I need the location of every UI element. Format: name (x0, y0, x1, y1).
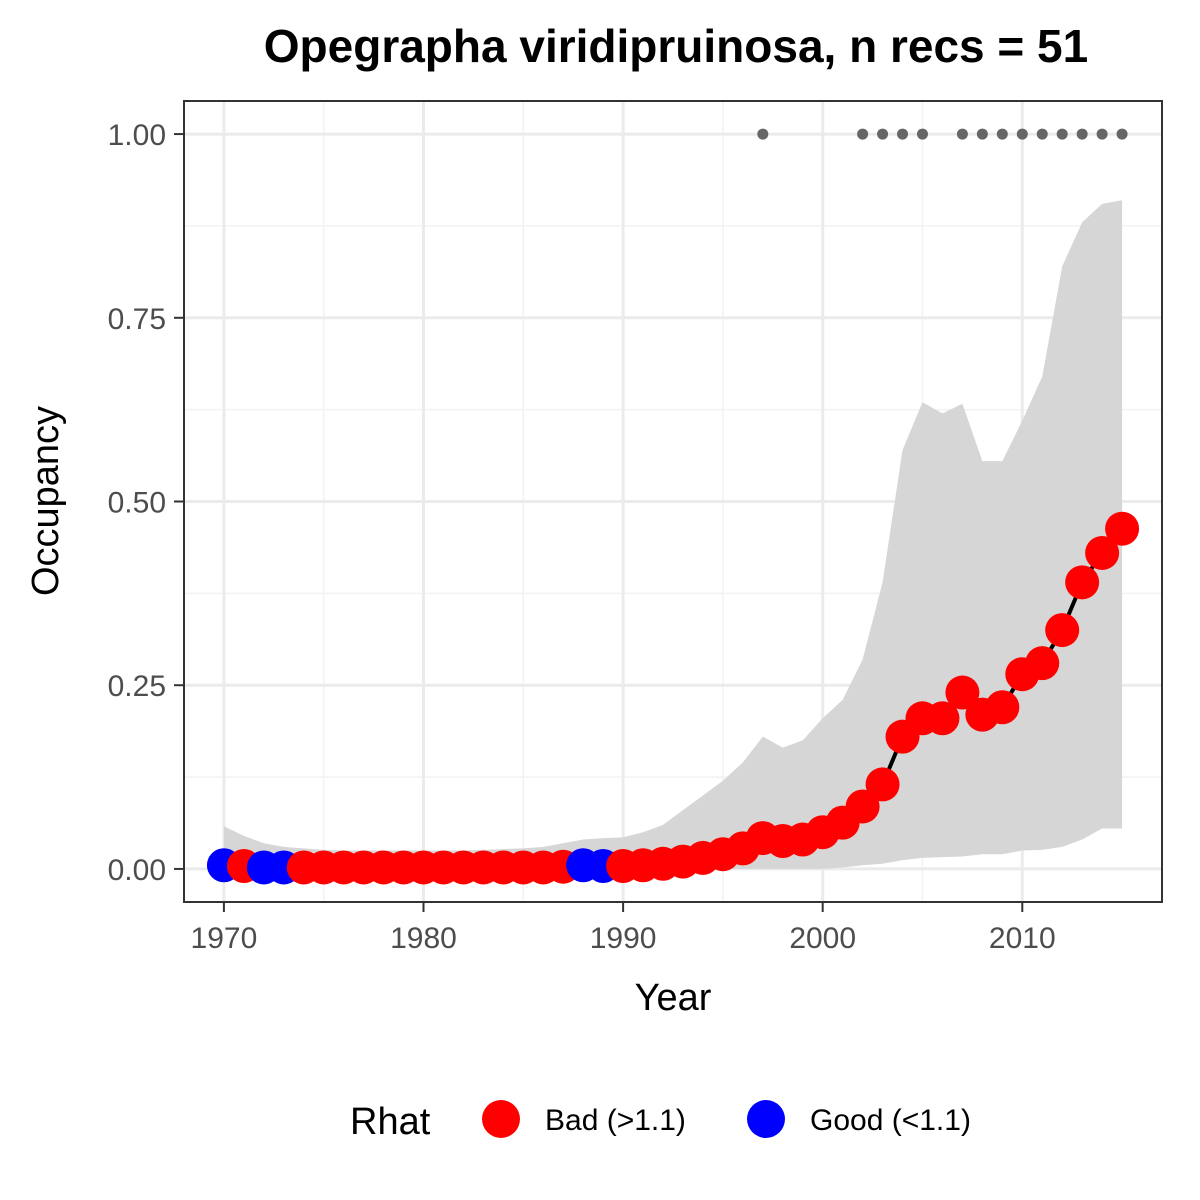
legend-title: Rhat (350, 1101, 431, 1143)
record-dot-2002 (857, 128, 869, 140)
credible-interval-ribbon (223, 200, 1123, 869)
record-dot-2012 (1056, 128, 1068, 140)
record-dot-1997 (757, 128, 769, 140)
legend-label-bad: Bad (>1.1) (545, 1104, 686, 1137)
legend-key-bad (482, 1100, 520, 1138)
occupancy-point-2012 (1045, 613, 1080, 648)
x-tick-label: 1980 (390, 922, 457, 955)
record-dot-2015 (1116, 128, 1128, 140)
chart-title: Opegrapha viridipruinosa, n recs = 51 (264, 20, 1088, 72)
occupancy-point-2002 (845, 789, 880, 824)
x-tick-label: 2010 (989, 922, 1056, 955)
x-tick-label: 1970 (191, 922, 258, 955)
record-dot-2010 (1016, 128, 1028, 140)
record-dot-2003 (877, 128, 889, 140)
occupancy-point-2007 (945, 675, 980, 710)
occupancy-point-2013 (1065, 565, 1100, 600)
y-tick-label: 1.00 (108, 119, 166, 152)
ribbon-area (223, 200, 1123, 869)
x-tick-label: 2000 (789, 922, 856, 955)
record-dot-2011 (1036, 128, 1048, 140)
occupancy-point-2014 (1085, 535, 1120, 570)
y-tick-label: 0.75 (108, 303, 166, 336)
y-axis: 0.00 0.25 0.50 0.75 1.00 (108, 119, 184, 887)
occupancy-point-2011 (1025, 646, 1060, 681)
y-tick-label: 0.00 (108, 854, 166, 887)
occupancy-points (206, 511, 1140, 885)
plot-area (183, 100, 1163, 903)
legend-label-good: Good (<1.1) (810, 1104, 971, 1137)
y-tick-label: 0.25 (108, 670, 166, 703)
occupancy-point-2003 (865, 767, 900, 802)
x-axis: 1970 1980 1990 2000 2010 (191, 902, 1056, 955)
occupancy-point-2015 (1105, 511, 1140, 546)
record-dot-2013 (1076, 128, 1088, 140)
record-dot-2014 (1096, 128, 1108, 140)
record-dot-2007 (956, 128, 968, 140)
y-axis-title: Occupancy (25, 406, 67, 596)
record-dot-2008 (976, 128, 988, 140)
legend-key-good (747, 1100, 785, 1138)
occupancy-point-2006 (925, 701, 960, 736)
legend: Rhat Bad (>1.1) Good (<1.1) (350, 1100, 971, 1143)
record-dot-2005 (916, 128, 928, 140)
y-tick-label: 0.50 (108, 487, 166, 520)
x-tick-label: 1990 (590, 922, 657, 955)
record-dot-2004 (897, 128, 909, 140)
occupancy-point-2009 (985, 690, 1020, 725)
record-year-dots (757, 128, 1128, 140)
x-axis-title: Year (635, 977, 712, 1019)
record-dot-2009 (996, 128, 1008, 140)
